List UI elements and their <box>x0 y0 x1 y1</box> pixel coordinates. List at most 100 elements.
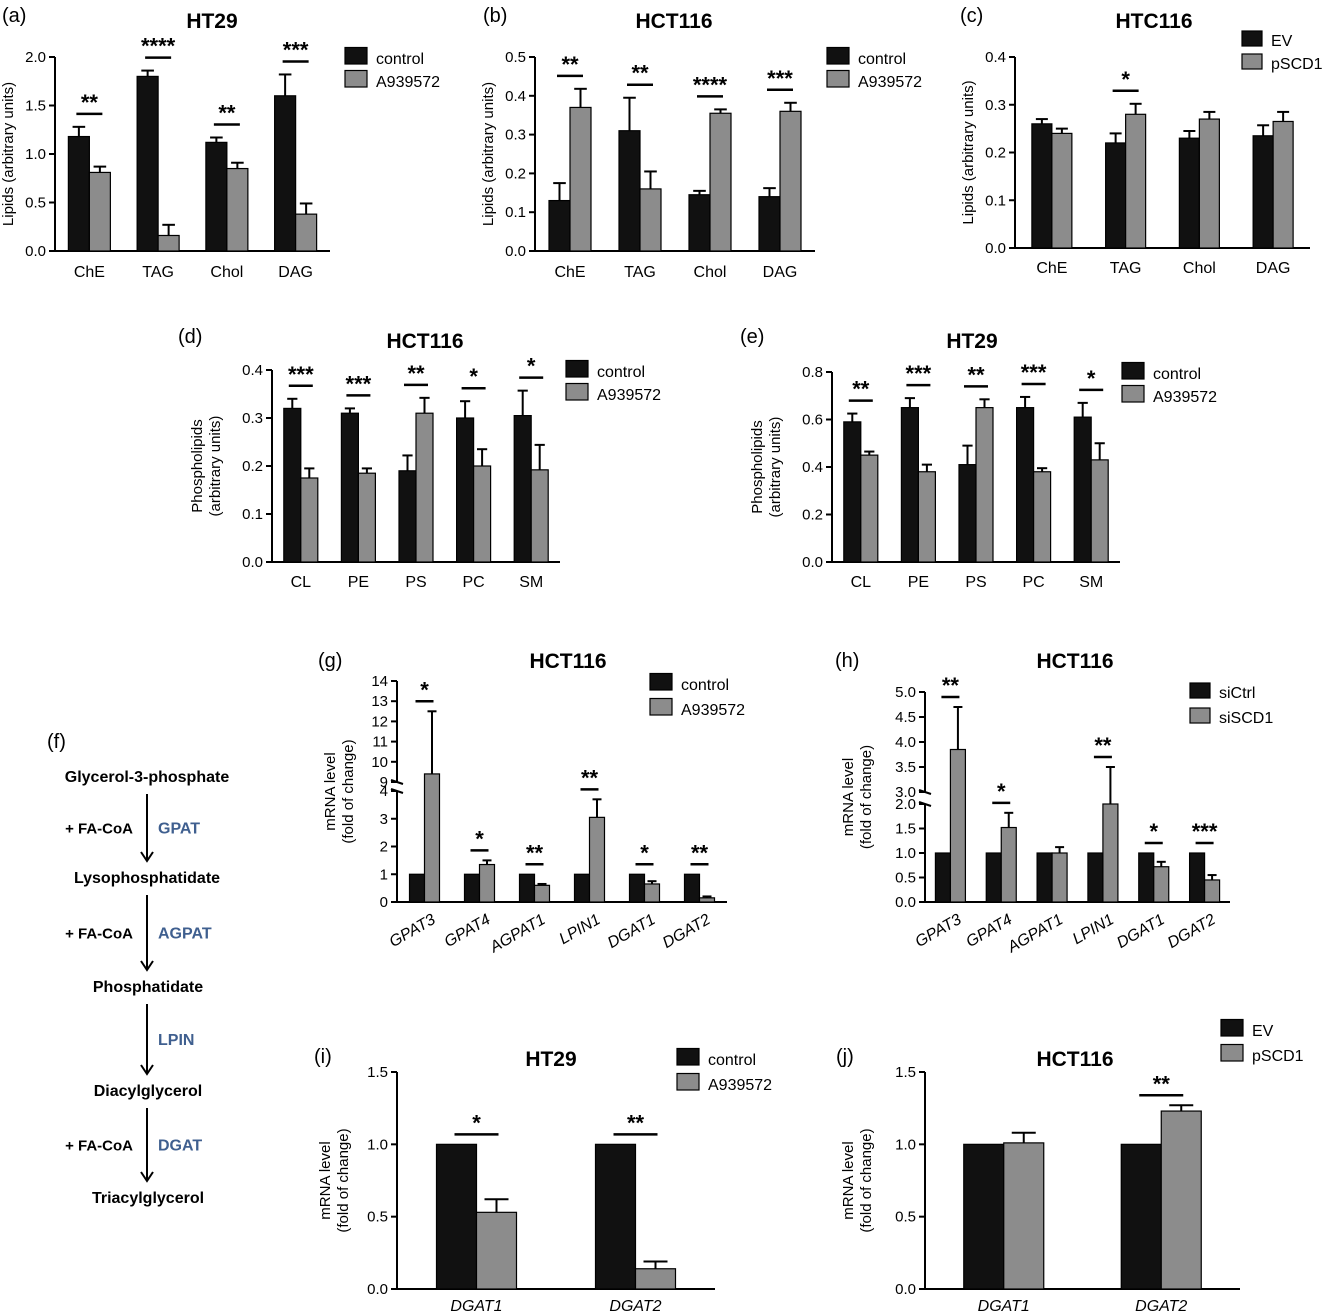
x-category-label: PS <box>405 574 426 591</box>
arrow-head-icon <box>140 851 154 863</box>
bar-control-lpin1 <box>573 873 591 903</box>
panel-label: (b) <box>483 5 507 27</box>
y-tick-label: 4 <box>380 783 388 800</box>
x-category-label: PC <box>1022 574 1044 591</box>
legend-label: control <box>681 677 729 694</box>
y-axis-label: mRNA level <box>322 752 339 830</box>
x-category-label: DAG <box>278 264 313 281</box>
x-category-label: PE <box>348 574 369 591</box>
bar-siscd1-agpat1 <box>1051 852 1068 903</box>
y-tick-label: 0.1 <box>242 506 263 523</box>
x-category-label: DGAT1 <box>1114 911 1168 952</box>
y-tick-label: 2.0 <box>25 49 46 66</box>
legend-swatch <box>1220 1043 1244 1062</box>
bar-control-sm <box>1073 416 1092 563</box>
bar-control-chol <box>688 194 711 252</box>
bar-ev-dgat1 <box>963 1143 1005 1290</box>
bar-sictrl-gpat3 <box>934 852 952 903</box>
bar-pscd1-chol <box>1198 118 1220 249</box>
y-tick-label: 0.0 <box>242 554 263 571</box>
legend-label: A939572 <box>597 387 661 404</box>
pathway-enzyme: GPAT <box>158 821 200 838</box>
bar-a939572-gpat3 <box>423 773 441 903</box>
bar-siscd1-gpat4 <box>1000 826 1017 903</box>
legend-swatch <box>344 69 368 88</box>
panel-label: (i) <box>314 1046 332 1068</box>
bar-a939572-gpat4 <box>478 863 496 903</box>
y-tick-label: 0.0 <box>802 554 823 571</box>
x-category-label: CL <box>291 574 312 591</box>
chart-title: HCT116 <box>1036 650 1113 673</box>
legend-swatch <box>1220 1018 1244 1037</box>
x-category-label: LPIN1 <box>556 911 603 948</box>
significance-marker: * <box>527 354 536 379</box>
y-axis-label: Phospholipids <box>749 420 766 513</box>
bar-a939572-ps <box>975 407 994 563</box>
chart-title: HCT116 <box>386 330 463 353</box>
arrow-head-icon <box>140 1171 154 1183</box>
legend-swatch <box>344 46 368 65</box>
bar-pscd1-dag <box>1272 120 1294 249</box>
bar-control-cl <box>283 407 302 563</box>
legend-swatch <box>1189 707 1211 724</box>
y-tick-label: 1.5 <box>895 821 916 838</box>
pathway-enzyme: LPIN <box>158 1032 194 1049</box>
significance-marker: *** <box>283 37 309 62</box>
y-tick-label: 1 <box>380 866 388 883</box>
bar-pscd1-che <box>1051 132 1073 249</box>
legend-label: pSCD1 <box>1271 56 1323 73</box>
y-tick-label: 3.5 <box>895 759 916 776</box>
bar-control-ps <box>958 464 977 563</box>
bar-sictrl-dgat1 <box>1138 852 1155 903</box>
pathway-metabolite: Phosphatidate <box>93 979 203 996</box>
y-tick-label: 0.6 <box>802 412 823 429</box>
significance-marker: ** <box>967 362 985 387</box>
y-axis-label: (fold of change) <box>858 1128 875 1232</box>
x-category-label: TAG <box>142 264 174 281</box>
chart-title: HCT116 <box>1036 1048 1113 1071</box>
x-category-label: SM <box>519 574 543 591</box>
significance-marker: * <box>1121 67 1130 92</box>
chart-panel-d: (d) HCT116 0.0 0.1 0.2 0.3 0.4 Phospholipids (ar… <box>178 326 661 591</box>
pathway-cofactor: + FA-CoA <box>65 926 133 943</box>
bar-a939572-cl <box>860 454 879 563</box>
y-tick-label: 0.0 <box>505 243 526 260</box>
bar-control-gpat3 <box>408 873 426 903</box>
y-tick-label: 0.2 <box>802 507 823 524</box>
pathway-cofactor: + FA-CoA <box>65 821 133 838</box>
bar-control-dag <box>274 95 297 252</box>
bar-control-agpat1 <box>518 873 536 903</box>
bar-control-pe <box>900 407 920 563</box>
y-axis-label: mRNA level <box>840 1141 857 1219</box>
legend-label: pSCD1 <box>1252 1048 1304 1065</box>
pathway-metabolite: Lysophosphatidate <box>74 870 220 887</box>
bar-a939572-lpin1 <box>588 816 606 903</box>
significance-marker: ** <box>631 61 649 86</box>
y-tick-label: 1.0 <box>895 1136 916 1153</box>
y-axis-label: mRNA level <box>840 758 857 836</box>
bar-control-dgat2 <box>594 1143 637 1290</box>
y-tick-label: 3.0 <box>895 784 916 801</box>
significance-marker: * <box>475 826 484 851</box>
chart-title: HTC116 <box>1115 10 1192 33</box>
legend-swatch <box>826 69 850 88</box>
chart-title: HCT116 <box>635 10 712 33</box>
chart-panel-a: (a) HT29 0.0 0.5 1.0 1.5 2.0 Lipids (arbitrary … <box>0 5 440 281</box>
bar-a939572-chol <box>709 112 732 252</box>
chart-panel-h: (h) HCT116 0.0 0.5 1.0 1.5 2.03.0 3.5 4.0 4.5 5.0 m… <box>835 650 1273 957</box>
legend-swatch <box>1121 384 1145 403</box>
x-category-label: ChE <box>74 264 105 281</box>
y-tick-label: 11 <box>372 734 388 751</box>
y-tick-label: 3 <box>380 811 388 828</box>
y-tick-label: 0.5 <box>895 870 916 887</box>
bar-a939572-dag <box>295 213 318 252</box>
x-category-label: CL <box>851 574 872 591</box>
y-tick-label: 0.3 <box>505 127 526 144</box>
bar-a939572-pe <box>917 471 937 563</box>
bar-a939572-pc <box>1032 471 1052 563</box>
bar-control-pe <box>340 412 359 563</box>
bar-a939572-che <box>569 106 592 252</box>
legend-label: siCtrl <box>1219 685 1255 702</box>
legend-label: control <box>1153 366 1201 383</box>
x-category-label: Chol <box>694 264 727 281</box>
